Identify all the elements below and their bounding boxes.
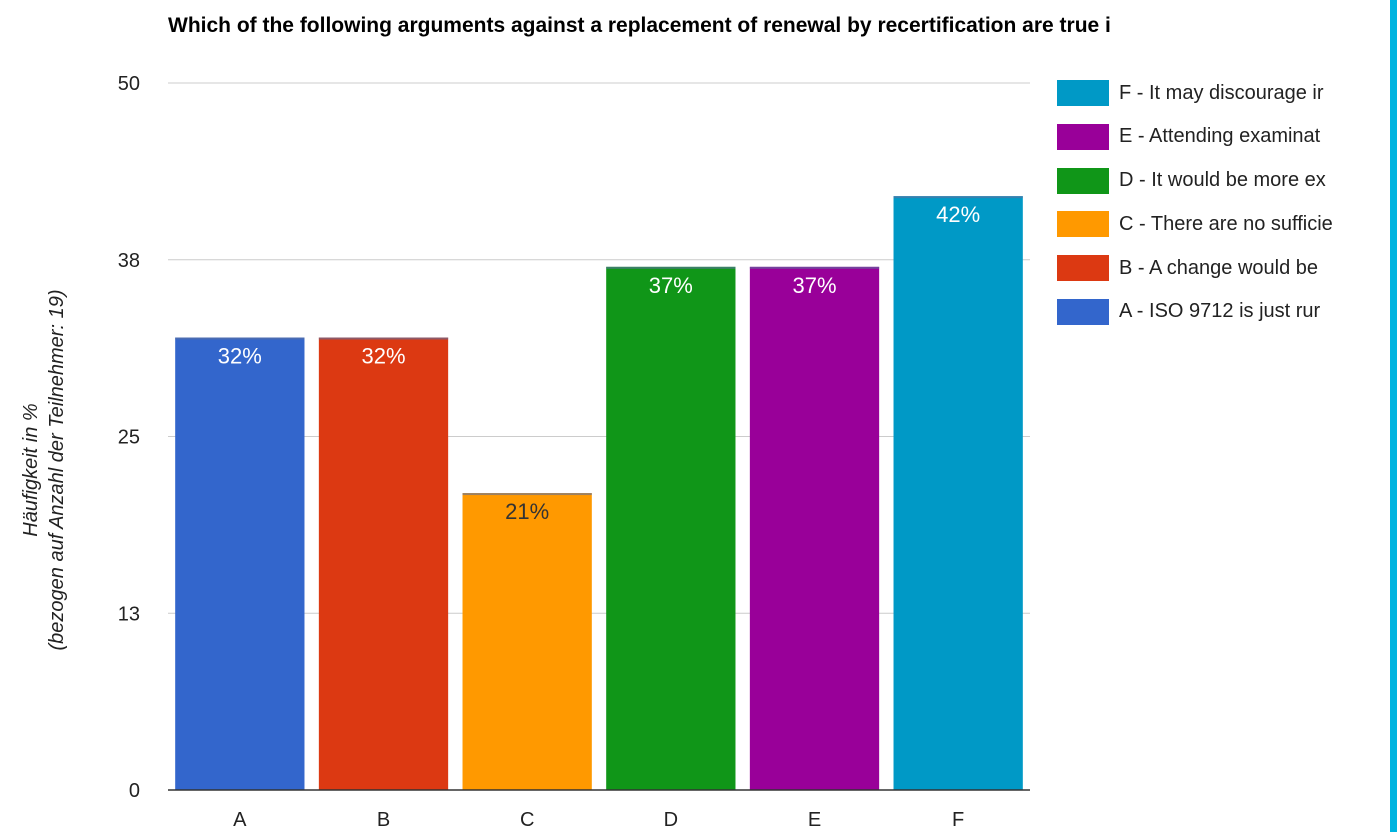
legend-swatch — [1057, 123, 1109, 150]
data-label: 21% — [505, 499, 549, 524]
data-label: 32% — [218, 344, 262, 369]
legend-item[interactable]: F - It may discourage ir — [1057, 80, 1397, 106]
bar-e[interactable] — [749, 266, 880, 790]
grid-layer — [168, 82, 1030, 614]
x-tick-label: E — [808, 809, 821, 831]
y-tick-label: 25 — [118, 427, 140, 449]
legend-swatch — [1057, 255, 1109, 282]
chart-title: Which of the following arguments against… — [168, 14, 1111, 37]
y-tick-label: 50 — [118, 73, 140, 95]
label-layer: 32% 32% 21% 37% 37% 42% — [218, 202, 980, 524]
bar-top-edge — [318, 337, 449, 340]
legend-item[interactable]: D - It would be more ex — [1057, 167, 1397, 194]
legend-label: F - It may discourage ir — [1119, 81, 1324, 104]
legend-label: A - ISO 9712 is just rur — [1119, 300, 1321, 323]
data-label: 37% — [649, 273, 693, 298]
legend-label: C - There are no sufficie — [1119, 212, 1333, 235]
legend-swatch — [1057, 80, 1109, 106]
bar-top-edge — [749, 266, 880, 269]
data-label: 42% — [936, 202, 980, 227]
legend-swatch — [1057, 167, 1109, 194]
axis-layer: 0 13 25 38 50 A B C D E F — [118, 73, 1030, 831]
bar-top-edge — [606, 266, 736, 269]
bar-d[interactable] — [606, 266, 736, 790]
bar-a[interactable] — [175, 337, 305, 790]
legend-label: E - Attending examinat — [1119, 125, 1321, 148]
x-tick-label: A — [233, 809, 247, 831]
legend-item[interactable]: A - ISO 9712 is just rur — [1057, 298, 1397, 325]
bar-top-edge — [462, 493, 592, 496]
legend-item[interactable]: B - A change would be — [1057, 255, 1397, 282]
window-edge — [1390, 0, 1397, 832]
legend: F - It may discourage ir E - Attending ex… — [1057, 80, 1397, 343]
legend-label: D - It would be more ex — [1119, 169, 1326, 192]
legend-swatch — [1057, 211, 1109, 238]
x-tick-label: D — [664, 809, 678, 831]
bar-layer — [175, 196, 1023, 790]
x-tick-label: B — [377, 809, 390, 831]
bar-c[interactable] — [462, 493, 592, 790]
legend-item[interactable]: C - There are no sufficie — [1057, 211, 1397, 238]
y-tick-label: 13 — [118, 603, 140, 625]
x-tick-label: F — [952, 809, 964, 831]
y-tick-label: 0 — [129, 780, 140, 802]
legend-item[interactable]: E - Attending examinat — [1057, 123, 1397, 150]
bar-b[interactable] — [318, 337, 449, 790]
bar-top-edge — [175, 337, 305, 340]
bar-top-edge — [893, 196, 1023, 199]
y-tick-label: 38 — [118, 250, 140, 272]
legend-label: B - A change would be — [1119, 256, 1319, 279]
data-label: 37% — [792, 273, 836, 298]
bar-f[interactable] — [893, 196, 1023, 790]
data-label: 32% — [361, 344, 405, 369]
x-tick-label: C — [520, 809, 534, 831]
legend-swatch — [1057, 298, 1109, 325]
